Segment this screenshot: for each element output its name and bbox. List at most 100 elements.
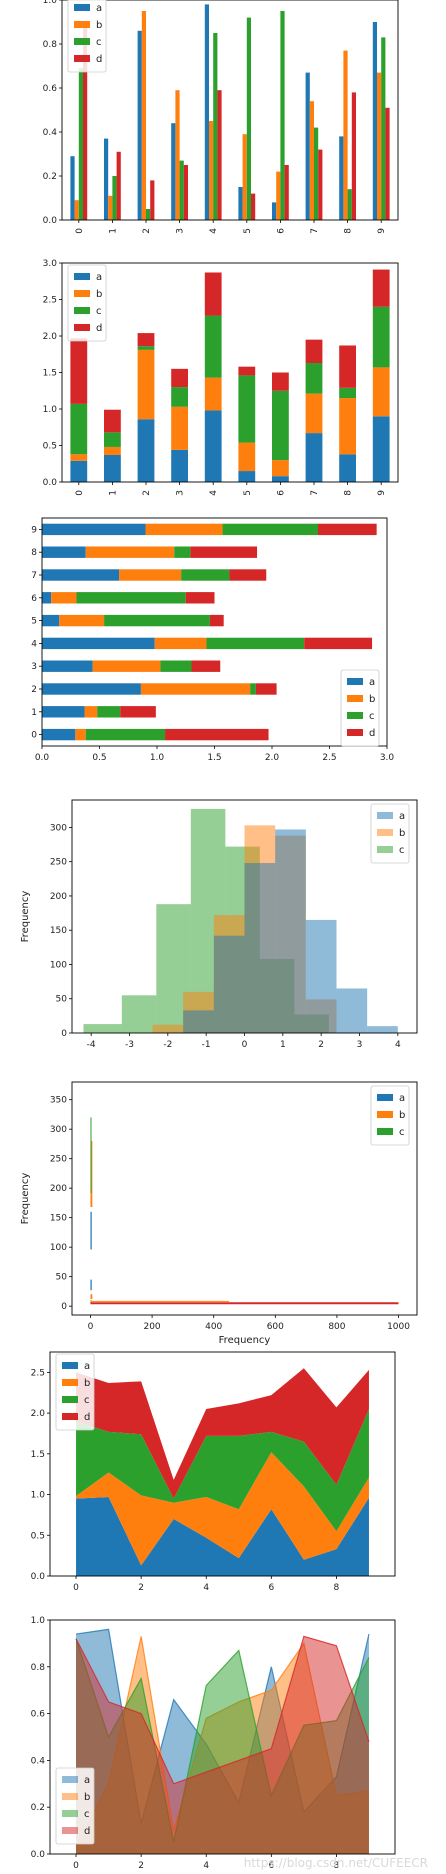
y-tick-label: 1: [31, 708, 37, 718]
legend-swatch-c: [377, 1128, 393, 1135]
bar-d: [339, 345, 356, 388]
legend-label-c: c: [399, 1127, 405, 1138]
bar-b: [175, 90, 180, 220]
x-tick-label: 4: [209, 228, 219, 234]
hist-bin-a: [275, 829, 306, 1033]
bar-b: [92, 660, 161, 672]
y-tick-label: 0.5: [43, 442, 57, 452]
legend-swatch-b: [377, 1111, 393, 1118]
y-tick-label: 2: [31, 685, 37, 695]
x-tick-label: 2.0: [265, 753, 280, 763]
x-tick-label: 3: [357, 1040, 363, 1050]
bar-b: [74, 200, 79, 220]
legend-swatch-c: [377, 846, 393, 853]
bar-d: [284, 165, 289, 220]
x-tick-label: 1.0: [150, 753, 165, 763]
bar-a: [171, 449, 188, 482]
bar-b: [171, 406, 188, 450]
legend-label-a: a: [96, 272, 102, 283]
bar-b: [343, 50, 348, 220]
y-tick-label: 150: [50, 926, 67, 936]
y-tick-label: 0: [31, 731, 37, 741]
bar-a: [305, 433, 323, 482]
bar-b: [372, 367, 390, 417]
bar-d: [305, 339, 323, 364]
bar-d: [209, 614, 224, 627]
plot-frame: [61, 0, 399, 221]
bar-c: [305, 363, 323, 394]
bar-d: [229, 569, 267, 581]
y-tick-label: 250: [50, 1155, 67, 1165]
x-tick-label: 2.5: [322, 753, 336, 763]
y-tick-label: 100: [50, 960, 67, 970]
legend-label-d: d: [96, 323, 102, 334]
bar-b: [339, 398, 356, 455]
x-tick-label: 200: [143, 1322, 160, 1332]
bar-a: [42, 614, 60, 627]
y-tick-label: 0: [61, 1302, 67, 1312]
hist-bar-a: [90, 1279, 92, 1291]
x-tick-label: -4: [87, 1040, 96, 1050]
area-d: [76, 1368, 369, 1499]
legend-swatch-b: [347, 695, 363, 702]
y-tick-label: 150: [50, 1214, 67, 1224]
legend-swatch-a: [62, 1362, 78, 1369]
bar-b: [154, 637, 207, 650]
bar-d: [351, 92, 356, 220]
x-tick-label: 4: [203, 1861, 209, 1871]
bar-c: [222, 523, 318, 536]
y-tick-label: 0.8: [43, 40, 58, 50]
y-tick-label: 0.0: [31, 1572, 46, 1582]
bar-d: [104, 409, 121, 433]
x-tick-label: 0: [242, 1040, 248, 1050]
x-tick-label: 4: [203, 1583, 209, 1593]
bar-a: [137, 30, 142, 220]
y-tick-label: 0.0: [43, 478, 58, 488]
y-tick-label: 1.0: [31, 1491, 46, 1501]
bar-d: [304, 637, 373, 650]
legend-label-d: d: [96, 54, 102, 65]
histogram-chart: 0 50 100 150 200 250 300 -4 -3 -2 -1 0 1 2 3 4 Frequency…: [20, 799, 418, 1050]
bar-a: [272, 476, 289, 482]
x-tick-label: 2: [318, 1040, 324, 1050]
bar-b: [104, 446, 121, 455]
legend-label-a: a: [96, 3, 102, 14]
x-tick-label: 1: [108, 228, 118, 234]
bar-b: [242, 134, 247, 220]
bar-c: [238, 375, 256, 443]
x-tick-label: 3: [176, 490, 186, 496]
bar-b: [108, 195, 113, 220]
y-tick-label: 50: [56, 995, 68, 1005]
bar-a: [339, 136, 344, 220]
bar-c: [179, 160, 184, 220]
legend-swatch-c: [74, 307, 90, 314]
bar-a: [372, 22, 377, 220]
x-tick-label: -2: [163, 1040, 172, 1050]
area-d: [76, 1636, 369, 1854]
x-tick-label: 6: [276, 228, 286, 234]
legend-label-b: b: [369, 694, 375, 705]
y-tick-label: 0: [61, 1029, 67, 1039]
x-tick-label: 2: [142, 490, 152, 496]
bar-d: [372, 269, 390, 307]
bar-b: [140, 683, 251, 695]
bar-b: [59, 614, 105, 627]
y-tick-label: 0.4: [31, 1756, 46, 1766]
x-tick-label: 8: [334, 1861, 340, 1871]
bar-c: [314, 127, 319, 220]
y-axis-label: Frequency: [20, 1173, 31, 1225]
legend-label-a: a: [84, 1361, 90, 1372]
legend-swatch-c: [347, 712, 363, 719]
x-tick-label: 5: [243, 228, 253, 234]
legend-swatch-d: [62, 1413, 78, 1420]
bar-a: [372, 416, 390, 482]
bar-a: [42, 592, 52, 604]
legend-frame: [340, 669, 380, 747]
y-tick-label: 1.0: [43, 405, 58, 415]
bar-a: [42, 683, 141, 695]
hist-bin-a: [244, 863, 276, 1033]
bar-b: [70, 454, 88, 461]
bar-b: [75, 728, 86, 741]
y-tick-label: 6: [31, 594, 37, 604]
